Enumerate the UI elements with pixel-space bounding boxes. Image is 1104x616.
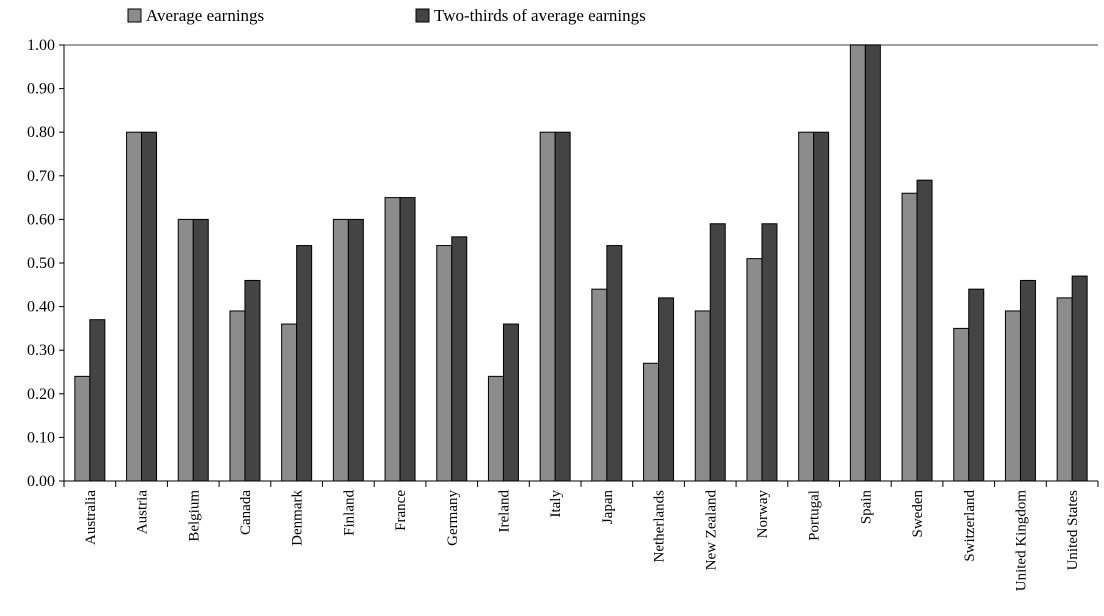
category-label: Belgium — [186, 490, 202, 542]
y-tick-label: 0.30 — [27, 342, 55, 359]
y-tick-label: 0.60 — [27, 211, 55, 228]
category-label: Denmark — [290, 490, 306, 546]
y-tick-label: 1.00 — [27, 37, 55, 54]
bar-average-earnings — [746, 258, 763, 482]
bars-group — [74, 44, 1088, 482]
legend-label: Two-thirds of average earnings — [434, 6, 646, 25]
bar-two-thirds — [658, 297, 675, 482]
category-label: Italy — [548, 490, 564, 518]
category-label: France — [393, 490, 409, 531]
bar-two-thirds — [1071, 275, 1088, 482]
bar-average-earnings — [126, 131, 143, 482]
bar-average-earnings — [332, 218, 349, 482]
y-tick-label: 0.70 — [27, 168, 55, 185]
y-tick-label: 0.80 — [27, 124, 55, 141]
bar-two-thirds — [864, 44, 881, 482]
category-label: Norway — [755, 490, 771, 539]
y-tick-label: 0.90 — [27, 81, 55, 98]
bar-two-thirds — [813, 131, 830, 482]
bar-average-earnings — [487, 375, 504, 482]
category-label: United States — [1065, 490, 1081, 571]
bar-average-earnings — [901, 192, 918, 482]
bar-two-thirds — [502, 323, 519, 482]
y-tick-label: 0.20 — [27, 386, 55, 403]
bar-average-earnings — [436, 245, 453, 482]
bar-two-thirds — [709, 223, 726, 482]
bar-two-thirds — [554, 131, 571, 482]
y-tick-label: 0.10 — [27, 429, 55, 446]
bar-average-earnings — [281, 323, 298, 482]
bar-average-earnings — [798, 131, 815, 482]
bar-average-earnings — [1056, 297, 1073, 482]
bar-average-earnings — [694, 310, 711, 482]
y-axis: 0.00 0.10 0.20 0.30 0.40 0.50 0.60 0.70 0.80 0.90… — [27, 37, 1098, 490]
bar-average-earnings — [539, 131, 556, 482]
category-label: United Kingdom — [1013, 490, 1029, 592]
category-label: Germany — [445, 490, 461, 546]
bar-two-thirds — [1019, 279, 1036, 482]
y-tick-label: 0.50 — [27, 255, 55, 272]
bar-two-thirds — [192, 218, 209, 482]
y-tick-label: 0.00 — [27, 473, 55, 490]
bar-two-thirds — [89, 319, 106, 482]
bar-two-thirds — [399, 197, 416, 482]
category-label: Finland — [341, 490, 357, 536]
bar-average-earnings — [384, 197, 401, 482]
bar-two-thirds — [761, 223, 778, 482]
bar-average-earnings — [849, 44, 866, 482]
bar-two-thirds — [347, 218, 364, 482]
bar-average-earnings — [953, 327, 970, 482]
category-label: Netherlands — [652, 490, 668, 563]
bar-average-earnings — [1004, 310, 1021, 482]
bar-two-thirds — [606, 245, 623, 482]
legend-label: Average earnings — [146, 6, 264, 25]
chart-legend: Average earnings Two-thirds of average ea… — [127, 6, 646, 25]
category-label: Ireland — [496, 490, 512, 533]
category-label: Australia — [83, 490, 99, 545]
bar-two-thirds — [244, 279, 261, 482]
category-label: Spain — [858, 490, 874, 525]
category-label: Japan — [600, 490, 616, 525]
bar-two-thirds — [296, 245, 313, 482]
category-label: Switzerland — [962, 490, 978, 562]
category-label: New Zealand — [703, 490, 719, 571]
bar-two-thirds — [451, 236, 468, 482]
legend-swatch — [127, 8, 142, 23]
bar-average-earnings — [74, 375, 91, 482]
y-tick-label: 0.40 — [27, 299, 55, 316]
bar-two-thirds — [916, 179, 933, 482]
bar-average-earnings — [229, 310, 246, 482]
x-axis: Australia Austria Belgium Canada Denmark Finl… — [63, 480, 1099, 592]
category-label: Austria — [135, 490, 151, 535]
bar-average-earnings — [643, 362, 660, 482]
bar-average-earnings — [177, 218, 194, 482]
category-label: Sweden — [910, 490, 926, 538]
bar-average-earnings — [591, 288, 608, 482]
bar-two-thirds — [141, 131, 158, 482]
category-label: Portugal — [807, 490, 823, 541]
bar-two-thirds — [968, 288, 985, 482]
legend-swatch — [415, 8, 430, 23]
category-label: Canada — [238, 490, 254, 535]
